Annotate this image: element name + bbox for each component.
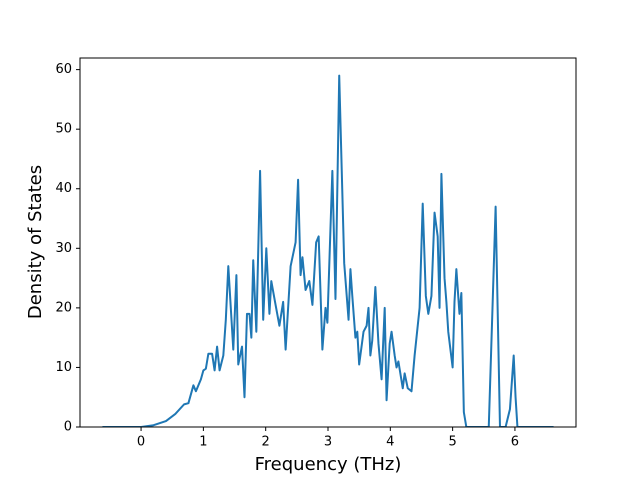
y-tick-label: 10: [55, 360, 72, 375]
x-tick-label: 5: [448, 435, 456, 450]
plot-frame: [79, 57, 577, 428]
y-tick-label: 60: [55, 62, 72, 77]
x-axis-label: Frequency (THz): [255, 454, 402, 475]
x-tick-label: 3: [324, 435, 332, 450]
data-line: [102, 74, 554, 427]
y-tick-label: 50: [55, 122, 72, 137]
y-tick-label: 30: [55, 241, 72, 256]
y-tick-label: 20: [55, 300, 72, 315]
x-tick-label: 1: [199, 435, 207, 450]
x-tick-label: 6: [511, 435, 519, 450]
x-tick-label: 4: [386, 435, 394, 450]
x-tick-label: 0: [137, 435, 145, 450]
y-tick-label: 40: [55, 181, 72, 196]
y-tick-label: 0: [64, 420, 72, 435]
x-tick-label: 2: [262, 435, 270, 450]
y-axis-label: Density of States: [25, 165, 46, 319]
